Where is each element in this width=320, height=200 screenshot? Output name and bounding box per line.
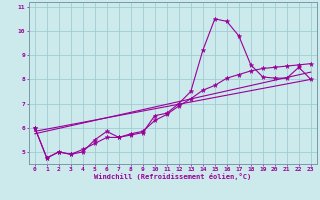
X-axis label: Windchill (Refroidissement éolien,°C): Windchill (Refroidissement éolien,°C)	[94, 173, 252, 180]
